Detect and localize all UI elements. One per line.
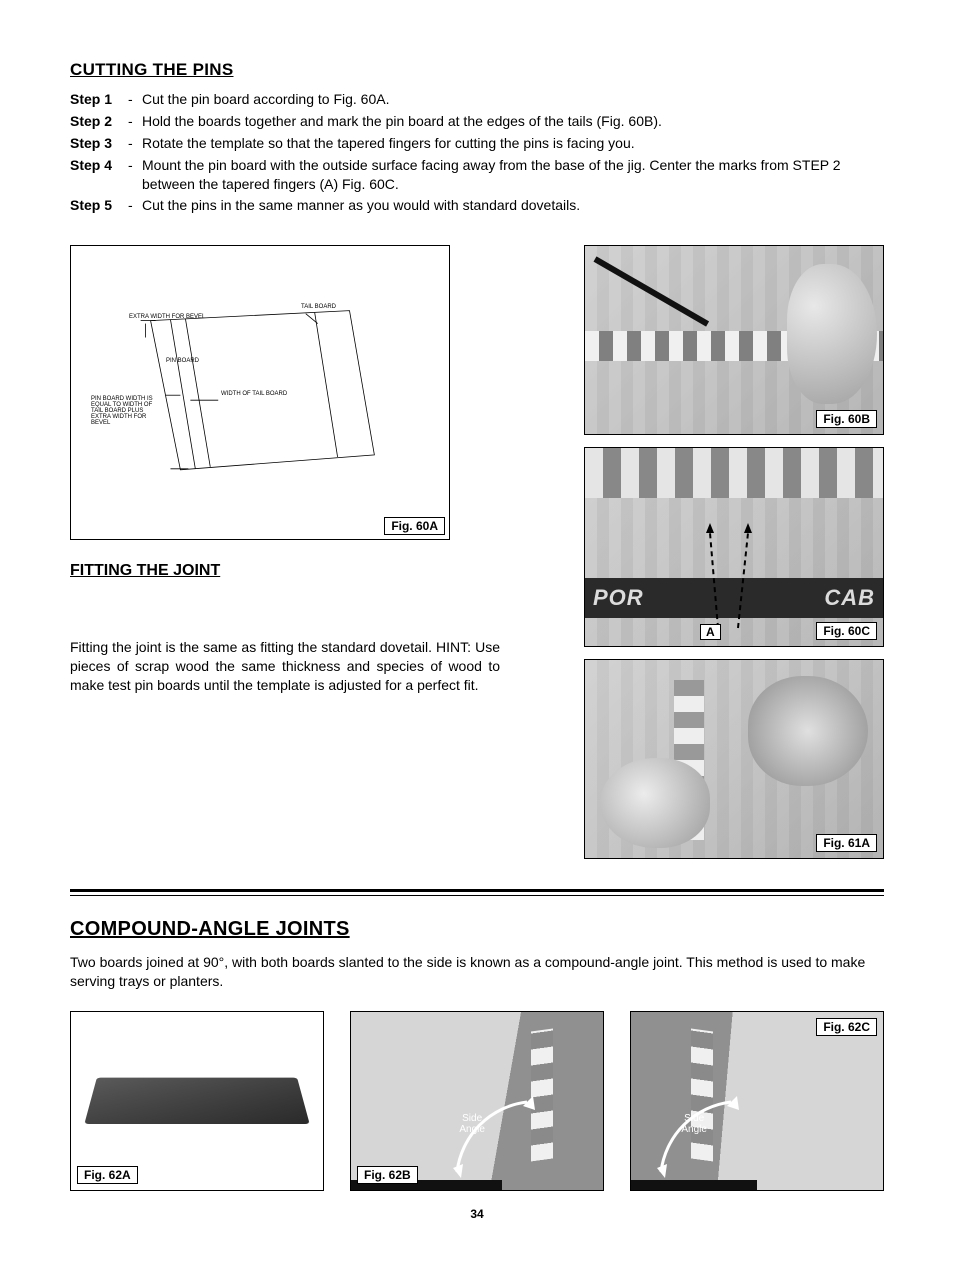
- section-divider: [70, 889, 884, 896]
- figure-60c-photo: POR CAB A Fig. 60C: [584, 447, 884, 647]
- figure-61a-photo: Fig. 61A: [584, 659, 884, 859]
- step-text: Cut the pin board according to Fig. 60A.: [142, 90, 884, 109]
- figure-62b-photo: Side Angle Fig. 62B: [350, 1011, 604, 1191]
- figure-label-60b: Fig. 60B: [816, 410, 877, 428]
- figure-62c-photo: Side Angle Fig. 62C: [630, 1011, 884, 1191]
- step-label: Step 1: [70, 90, 128, 109]
- compound-angle-paragraph: Two boards joined at 90°, with both boar…: [70, 953, 884, 991]
- step-text: Hold the boards together and mark the pi…: [142, 112, 884, 131]
- step-row: Step 4 - Mount the pin board with the ou…: [70, 156, 884, 194]
- figure-label-62b: Fig. 62B: [357, 1166, 418, 1184]
- step-text: Rotate the template so that the tapered …: [142, 134, 884, 153]
- step-dash: -: [128, 156, 142, 194]
- step-row: Step 5 - Cut the pins in the same manner…: [70, 196, 884, 215]
- section-heading-fitting-joint: FITTING THE JOINT: [70, 562, 544, 580]
- section-heading-cutting-pins: CUTTING THE PINS: [70, 60, 884, 80]
- step-dash: -: [128, 112, 142, 131]
- figure-62a-photo: Fig. 62A: [70, 1011, 324, 1191]
- step-label: Step 2: [70, 112, 128, 131]
- figure-label-61a: Fig. 61A: [816, 834, 877, 852]
- diagram-label-tail-board: TAIL BOARD: [301, 304, 336, 310]
- diagram-label-pin-board-width: PIN BOARD WIDTH IS EQUAL TO WIDTH OF TAI…: [91, 396, 163, 426]
- step-row: Step 2 - Hold the boards together and ma…: [70, 112, 884, 131]
- side-angle-label: Side Angle: [459, 1113, 485, 1135]
- diagram-label-width-tail: WIDTH OF TAIL BOARD: [221, 391, 287, 397]
- tray-illustration: [85, 1078, 310, 1124]
- step-dash: -: [128, 134, 142, 153]
- figure-60a-diagram: TAIL BOARD EXTRA WIDTH FOR BEVEL PIN BOA…: [70, 245, 450, 540]
- step-label: Step 5: [70, 196, 128, 215]
- figure-60b-photo: Fig. 60B: [584, 245, 884, 435]
- step-text: Cut the pins in the same manner as you w…: [142, 196, 884, 215]
- section-heading-compound-angle: COMPOUND-ANGLE JOINTS: [70, 918, 884, 941]
- steps-list: Step 1 - Cut the pin board according to …: [70, 90, 884, 215]
- figure-label-62a: Fig. 62A: [77, 1166, 138, 1184]
- step-row: Step 1 - Cut the pin board according to …: [70, 90, 884, 109]
- step-row: Step 3 - Rotate the template so that the…: [70, 134, 884, 153]
- brand-text-right: CAB: [824, 585, 875, 611]
- fitting-joint-paragraph: Fitting the joint is the same as fitting…: [70, 638, 500, 695]
- arrow-indicators: [700, 523, 760, 633]
- step-label: Step 4: [70, 156, 128, 194]
- figure-label-60c: Fig. 60C: [816, 622, 877, 640]
- figure-label-62c: Fig. 62C: [816, 1018, 877, 1036]
- brand-text-left: POR: [593, 585, 644, 611]
- step-dash: -: [128, 90, 142, 109]
- page-number: 34: [70, 1207, 884, 1221]
- step-label: Step 3: [70, 134, 128, 153]
- side-angle-label: Side Angle: [681, 1113, 707, 1135]
- step-dash: -: [128, 196, 142, 215]
- step-text: Mount the pin board with the outside sur…: [142, 156, 884, 194]
- diagram-label-pin-board: PIN BOARD: [166, 358, 199, 364]
- figure-label-60a: Fig. 60A: [384, 517, 445, 535]
- figure-label-a: A: [700, 624, 721, 640]
- diagram-label-extra-width: EXTRA WIDTH FOR BEVEL: [129, 314, 205, 320]
